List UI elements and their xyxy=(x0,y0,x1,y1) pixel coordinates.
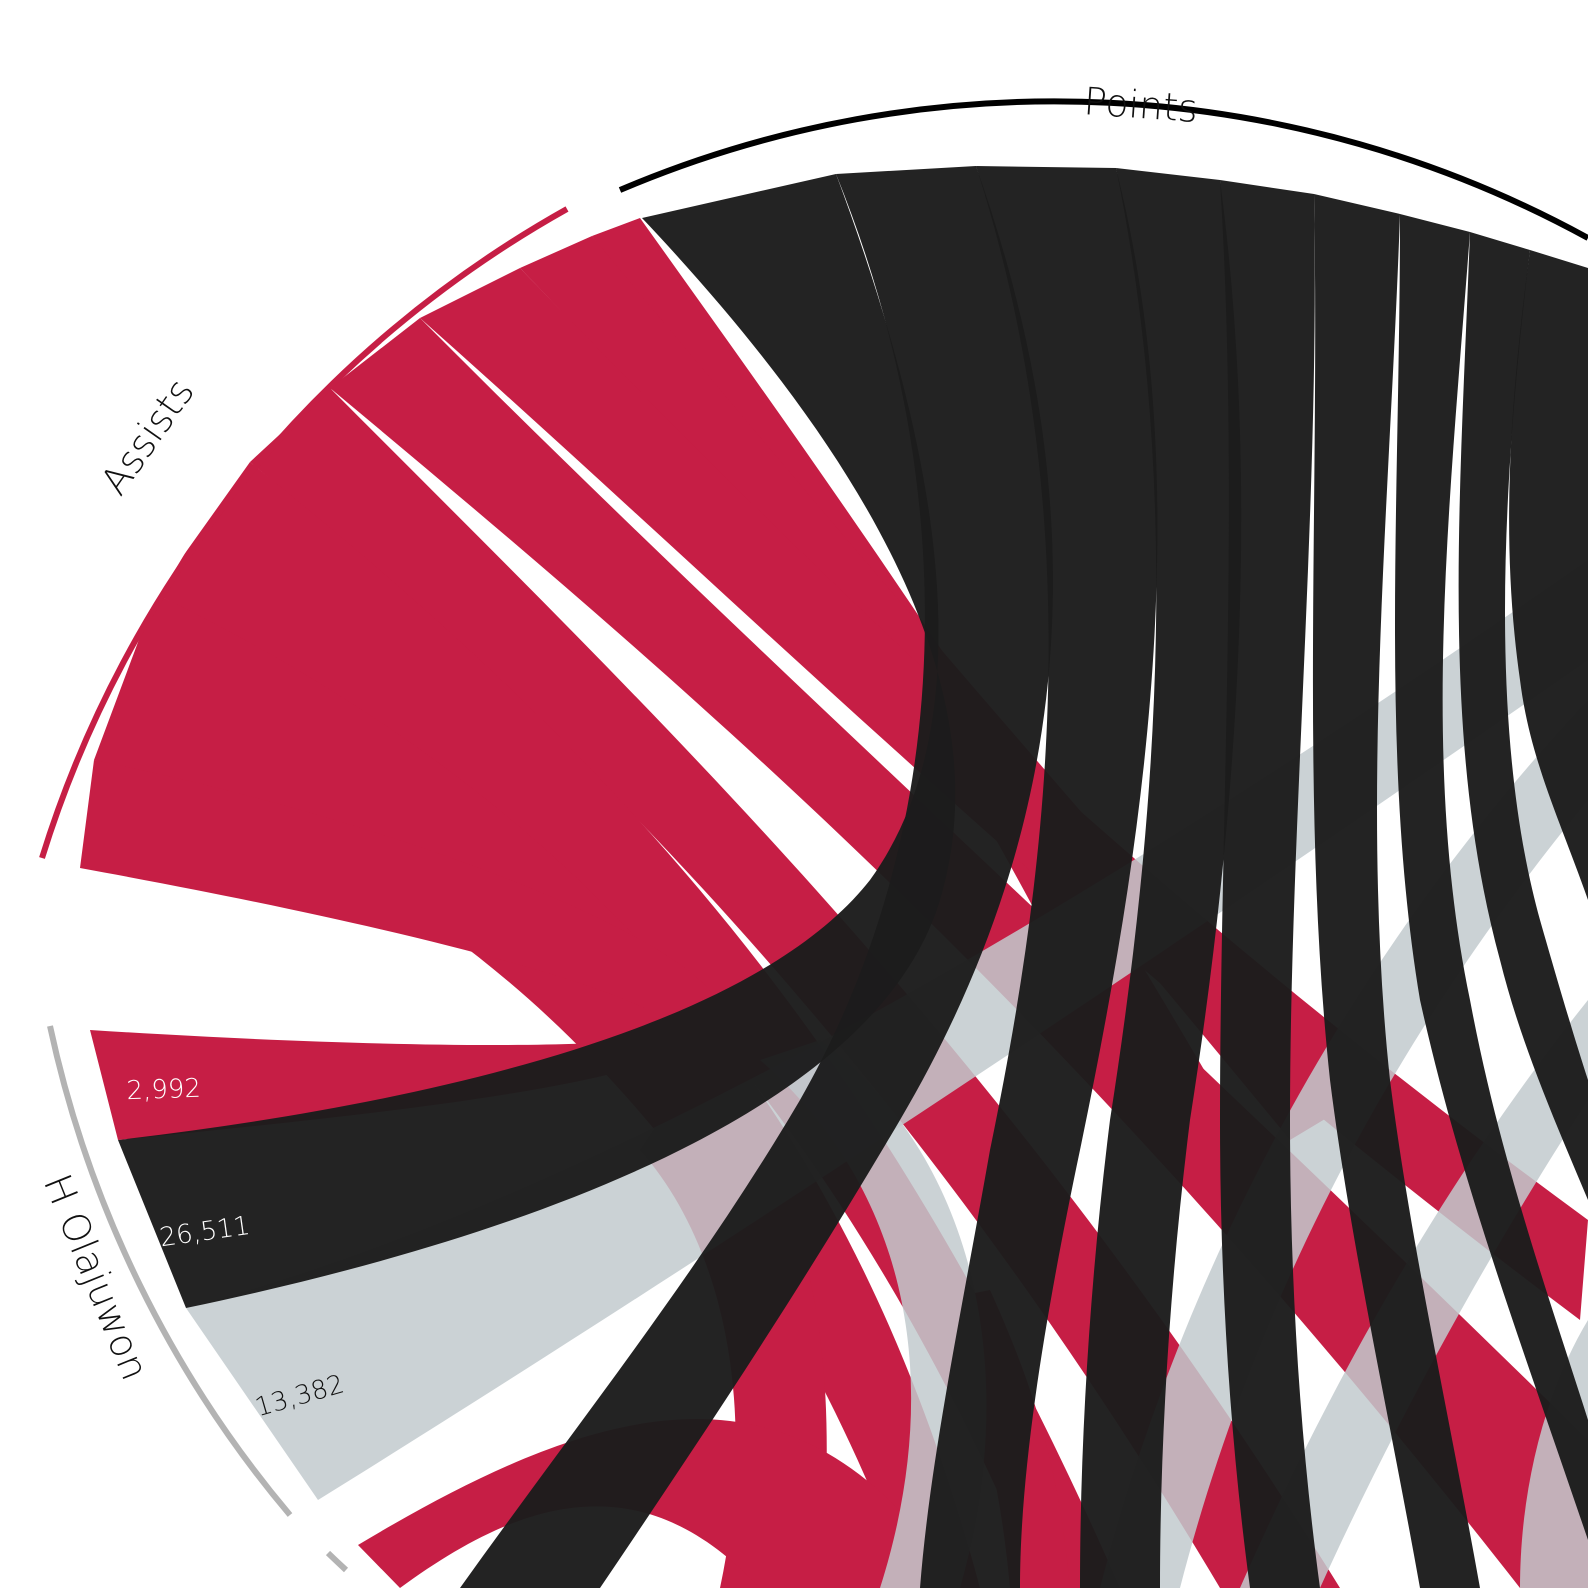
points-chord-3 xyxy=(920,166,1158,1588)
points-chord-1 xyxy=(118,174,956,1308)
player-assists-value: 2,992 xyxy=(126,1074,201,1107)
points-chord-5 xyxy=(1220,180,1320,1588)
player-outer-arc xyxy=(47,1025,293,1517)
assists-outer-arc xyxy=(39,206,569,859)
points-chord-4 xyxy=(1080,168,1242,1588)
assists-chord-10 xyxy=(358,1419,960,1588)
points-group-label: Points xyxy=(1082,79,1199,131)
points-chord-7 xyxy=(1395,214,1588,1540)
points-chord-9 xyxy=(1509,250,1588,900)
assists-chord-8 xyxy=(80,760,721,1140)
points-chord-6 xyxy=(1312,194,1480,1588)
next-player-outer-arc xyxy=(325,1550,349,1573)
points-outer-arc xyxy=(618,98,1588,241)
rebounds-chord-1 xyxy=(760,1040,987,1588)
group-arcs xyxy=(39,98,1588,1573)
points-chord-2 xyxy=(460,166,1053,1588)
points-chord-8 xyxy=(1458,232,1588,1200)
